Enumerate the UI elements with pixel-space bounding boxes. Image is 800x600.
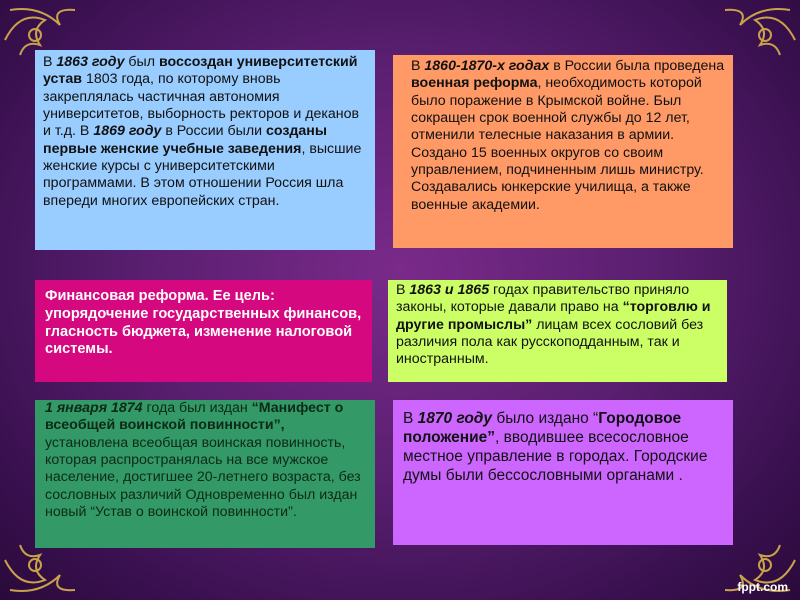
text-segment: 1869 году	[93, 123, 162, 140]
text-segment: 1860-1870-х годах	[424, 58, 550, 74]
text-segment: “торговлю и другие промыслы”	[396, 299, 711, 333]
text-segment: в России были	[161, 123, 266, 140]
text-segment: 1803 года, по которому вновь закреплялас…	[43, 71, 360, 140]
text-segment: 1 января 1874	[45, 400, 143, 416]
text-segment: 1870 году	[417, 410, 493, 427]
text-segment: В	[411, 58, 425, 74]
text-segment: установлена всеобщая воинская повинность…	[45, 434, 361, 520]
text-segment: Финансовая реформа. Ее цель: упорядочени…	[45, 288, 362, 358]
conscription-box: 1 января 1874 года был издан “Манифест о…	[35, 400, 375, 548]
corner-ornament-icon	[724, 544, 796, 592]
corner-ornament-icon	[4, 8, 76, 56]
text-segment: , высшие женские курсы с университетским…	[43, 140, 362, 209]
text-segment: , необходимость которой было поражение в…	[411, 75, 704, 213]
corner-ornament-icon	[724, 8, 796, 56]
text-segment: 1863 году	[56, 54, 125, 70]
military-reform-box: В 1860-1870-х годах в России была провед…	[393, 55, 733, 248]
text-segment: созданы первые женские учебные заведения	[43, 123, 327, 157]
text-segment: , вводившее всесословное местное управле…	[403, 428, 708, 484]
trade-laws-box: В 1863 и 1865 годах правительство принял…	[388, 280, 727, 382]
text-segment: Городовое положение”	[403, 410, 682, 446]
text-segment: В	[43, 54, 57, 70]
text-segment: года был издан	[142, 400, 252, 416]
text-segment: “Манифест о всеобщей воинской повинности…	[45, 400, 344, 434]
text-segment: В	[403, 410, 418, 427]
text-segment: было издано “	[492, 410, 599, 427]
text-segment: лицам всех сословий без различия пола ка…	[396, 316, 704, 368]
city-statute-box: В 1870 году было издано “Городовое полож…	[393, 400, 733, 545]
text-segment: был	[124, 54, 159, 70]
text-segment: годах правительство приняло законы, кото…	[396, 282, 690, 316]
university-charter-box: В 1863 году был воссоздан университетски…	[35, 50, 375, 250]
text-segment: в России была проведена	[549, 58, 725, 74]
text-segment: 1863 и 1865	[409, 282, 490, 298]
text-segment: воссоздан университетский устав	[43, 54, 358, 88]
corner-ornament-icon	[4, 544, 76, 592]
financial-reform-box: Финансовая реформа. Ее цель: упорядочени…	[35, 280, 372, 382]
text-segment: В	[396, 282, 410, 298]
fppt-watermark: fppt.com	[737, 580, 788, 594]
text-segment: военная реформа	[411, 75, 538, 92]
